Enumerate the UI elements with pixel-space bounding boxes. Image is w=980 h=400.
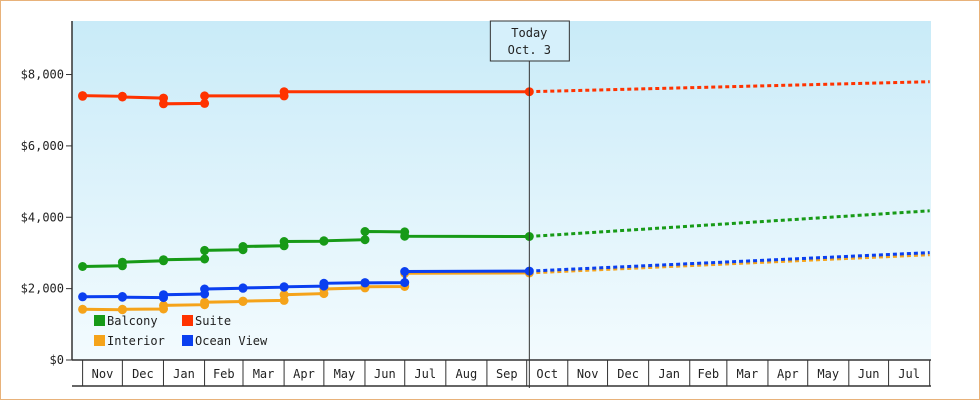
x-tick-label: Dec bbox=[132, 367, 154, 381]
x-tick-label: Apr bbox=[777, 367, 799, 381]
suite-point bbox=[200, 91, 210, 101]
legend-label-interior: Interior bbox=[107, 334, 165, 348]
balcony-history-line bbox=[82, 229, 530, 268]
series-layer bbox=[78, 80, 930, 315]
y-tick-label: $4,000 bbox=[21, 210, 64, 224]
x-tick-label: Mar bbox=[253, 367, 275, 381]
suite-forecast-line bbox=[529, 80, 930, 94]
balcony-point bbox=[360, 235, 370, 245]
ocean-view-point bbox=[238, 283, 248, 293]
plot-background bbox=[72, 21, 931, 360]
balcony-point bbox=[238, 242, 248, 251]
x-tick-label: Oct bbox=[536, 367, 558, 381]
balcony-point bbox=[200, 245, 210, 255]
balcony-point bbox=[400, 231, 410, 241]
suite-point bbox=[78, 91, 88, 101]
ocean-view-point bbox=[117, 292, 127, 302]
ocean-view-point bbox=[400, 278, 410, 288]
x-tick-label: Jul bbox=[898, 367, 920, 381]
legend-label-balcony: Balcony bbox=[107, 314, 158, 328]
balcony-point bbox=[200, 254, 210, 264]
ocean-view-forecast-line bbox=[529, 251, 930, 273]
balcony-point bbox=[78, 262, 88, 271]
axes-layer: $0 $2,000 $4,000 $6,000 $8,000 Nov Dec Jan Feb Ma… bbox=[21, 21, 931, 387]
interior-point bbox=[200, 297, 210, 307]
ocean-view-point bbox=[319, 278, 329, 288]
x-tick-label: Nov bbox=[577, 367, 599, 381]
x-tick-label: Nov bbox=[92, 367, 114, 381]
ocean-view-point bbox=[360, 278, 370, 288]
x-tick-label: Jun bbox=[858, 367, 880, 381]
y-tick-label: $0 bbox=[50, 353, 64, 367]
ocean-view-history-line bbox=[82, 269, 530, 300]
x-tick-label: Mar bbox=[737, 367, 759, 381]
ocean-view-point bbox=[400, 267, 410, 276]
legend-swatch-interior bbox=[94, 335, 105, 346]
today-box bbox=[489, 20, 570, 62]
x-tick-label: Jan bbox=[658, 367, 680, 381]
balcony-point bbox=[319, 236, 329, 246]
x-tick-label: Dec bbox=[617, 367, 639, 381]
ocean-view-point bbox=[200, 284, 210, 294]
x-tick-label: Feb bbox=[697, 367, 719, 381]
legend-swatch-ocean-view bbox=[182, 335, 193, 346]
today-marker: Today Oct. 3 bbox=[489, 20, 570, 388]
ocean-view-point bbox=[279, 282, 289, 292]
x-tick-label: May bbox=[817, 367, 839, 381]
x-tick-label: May bbox=[334, 367, 356, 381]
x-tick-label: Aug bbox=[456, 367, 478, 381]
balcony-point bbox=[279, 237, 289, 246]
interior-point bbox=[78, 304, 88, 314]
x-tick-label: Jan bbox=[173, 367, 195, 381]
legend-swatch-balcony bbox=[94, 315, 105, 326]
interior-history-line bbox=[82, 271, 530, 312]
legend-label-suite: Suite bbox=[195, 314, 231, 328]
suite-point bbox=[200, 98, 210, 108]
ocean-view-point bbox=[78, 292, 88, 302]
x-tick-label: Sep bbox=[496, 367, 518, 381]
y-tick-label: $8,000 bbox=[21, 68, 64, 82]
x-tick-label: Jul bbox=[414, 367, 436, 381]
interior-forecast-line bbox=[529, 253, 930, 275]
balcony-point bbox=[360, 227, 370, 236]
interior-point bbox=[159, 300, 168, 310]
balcony-point bbox=[117, 257, 127, 267]
suite-point bbox=[117, 92, 127, 102]
y-tick-label: $2,000 bbox=[21, 282, 64, 296]
today-label: Today bbox=[511, 26, 547, 40]
balcony-point bbox=[159, 255, 168, 265]
suite-point bbox=[279, 87, 289, 97]
x-tick-label: Apr bbox=[293, 367, 315, 381]
today-date-label: Oct. 3 bbox=[508, 43, 551, 57]
legend: Balcony Suite Interior Ocean View bbox=[94, 314, 268, 348]
interior-point bbox=[279, 290, 289, 300]
interior-point bbox=[117, 304, 127, 314]
x-tick-label: Feb bbox=[213, 367, 235, 381]
y-tick-label: $6,000 bbox=[21, 139, 64, 153]
x-tick-label: Jun bbox=[374, 367, 396, 381]
balcony-forecast-line bbox=[529, 209, 930, 238]
ocean-view-point bbox=[159, 290, 168, 300]
legend-label-ocean-view: Ocean View bbox=[195, 334, 268, 348]
suite-point bbox=[159, 99, 168, 109]
legend-swatch-suite bbox=[182, 315, 193, 326]
interior-point bbox=[238, 296, 248, 306]
